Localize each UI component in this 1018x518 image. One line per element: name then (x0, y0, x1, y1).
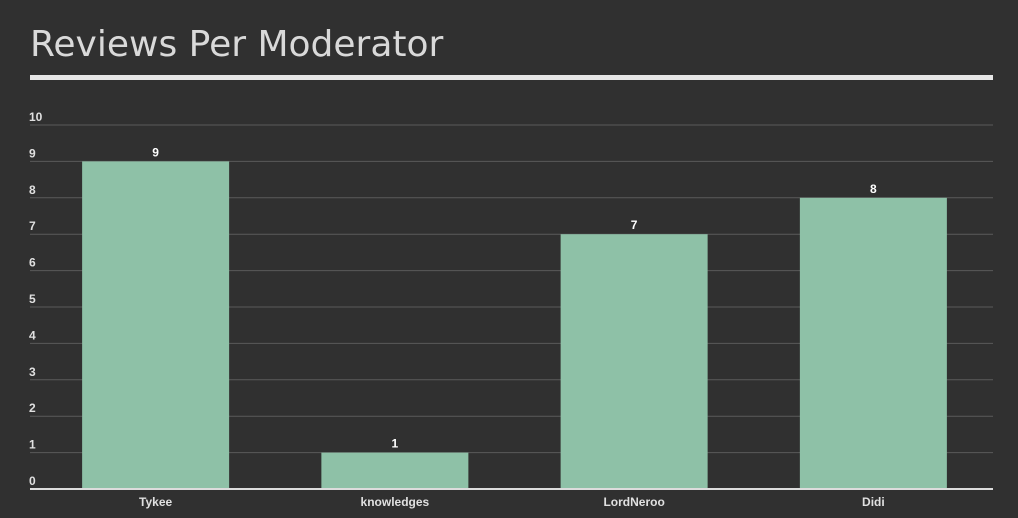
y-tick-label: 1 (29, 438, 36, 452)
bar (321, 452, 469, 489)
y-tick-label: 4 (29, 328, 36, 342)
y-tick-label: 9 (29, 146, 36, 160)
chart-title: Reviews Per Moderator (30, 24, 444, 65)
data-label: 1 (392, 437, 399, 451)
y-tick-label: 7 (29, 219, 36, 233)
bar (82, 161, 230, 489)
bar (560, 234, 708, 489)
x-tick-label: knowledges (361, 495, 430, 509)
y-tick-label: 2 (29, 401, 36, 415)
x-tick-label: LordNeroo (603, 495, 664, 509)
y-tick-label: 10 (29, 110, 43, 124)
y-tick-label: 3 (29, 365, 36, 379)
x-tick-label: Didi (862, 495, 885, 509)
y-tick-label: 6 (29, 256, 36, 270)
y-tick-label: 5 (29, 292, 36, 306)
x-tick-label: Tykee (139, 495, 172, 509)
title-underline (30, 75, 993, 80)
y-tick-label: 8 (29, 183, 36, 197)
y-tick-label: 0 (29, 474, 36, 488)
data-label: 7 (631, 218, 638, 232)
bar (799, 197, 947, 490)
data-label: 9 (152, 145, 159, 159)
data-label: 8 (870, 182, 877, 196)
